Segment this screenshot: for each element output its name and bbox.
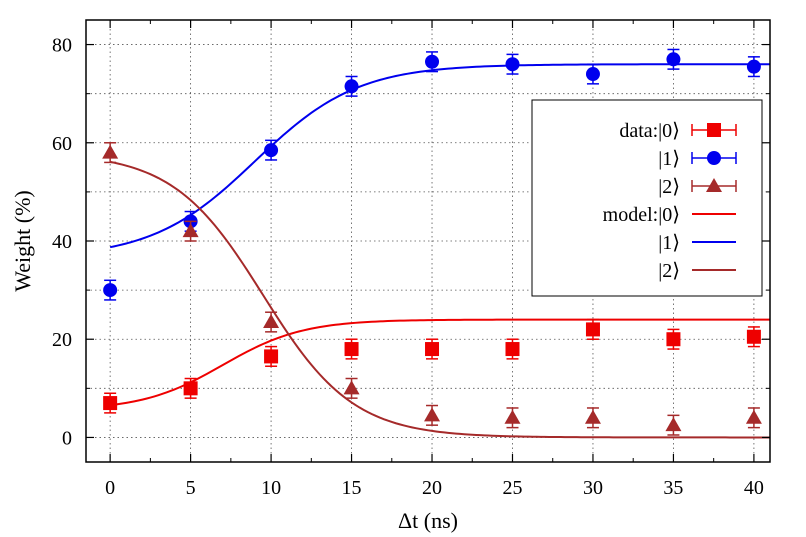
y-axis-label: Weight (%) — [10, 190, 35, 291]
legend-label: |2⟩ — [658, 176, 680, 198]
data-point-square — [707, 123, 721, 137]
x-tick-label: 15 — [342, 477, 362, 499]
legend-box — [531, 99, 763, 297]
x-axis-label: Δt (ns) — [398, 508, 458, 533]
data-point-triangle — [665, 417, 682, 432]
legend-label: model:|0⟩ — [603, 204, 680, 226]
data-point-triangle — [584, 409, 601, 424]
data-point-square — [585, 322, 600, 337]
data-point-circle — [707, 151, 721, 165]
x-tick-label: 5 — [186, 477, 196, 499]
data-point-triangle — [706, 178, 722, 192]
data-point-square — [344, 342, 359, 357]
data-point-square — [505, 342, 520, 357]
x-tick-label: 25 — [502, 477, 522, 499]
data-point-triangle — [424, 407, 441, 422]
data-point-square — [103, 396, 118, 411]
data-points — [102, 48, 762, 436]
x-tick-label: 30 — [583, 477, 603, 499]
x-tick-label: 35 — [663, 477, 683, 499]
x-tick-label: 20 — [422, 477, 442, 499]
model-curve — [110, 318, 770, 407]
data-point-circle — [425, 54, 440, 69]
data-point-triangle — [102, 144, 119, 159]
model-curve — [109, 63, 770, 249]
data-point-circle — [585, 67, 600, 82]
data-point-circle — [264, 143, 279, 158]
data-point-triangle — [263, 314, 280, 329]
data-point-circle — [746, 59, 761, 74]
x-tick-label: 0 — [105, 477, 115, 499]
data-point-triangle — [745, 409, 762, 424]
legend: data:|0⟩ |1⟩ |2⟩ model:|0⟩ |1⟩ |2⟩ — [531, 99, 763, 297]
data-point-square — [746, 329, 761, 344]
data-point-circle — [505, 57, 520, 72]
legend-label: |2⟩ — [658, 260, 680, 282]
y-tick-label: 80 — [52, 35, 72, 57]
data-point-square — [425, 342, 440, 357]
legend-label: |1⟩ — [658, 232, 680, 254]
data-point-triangle — [343, 380, 360, 395]
data-point-circle — [103, 283, 118, 298]
data-point-circle — [344, 79, 359, 94]
y-tick-label: 60 — [52, 133, 72, 155]
data-point-triangle — [504, 409, 521, 424]
y-tick-label: 20 — [52, 329, 72, 351]
data-point-triangle — [182, 223, 199, 238]
model-curves — [109, 63, 770, 439]
axis-ticks: 0 5 10 15 20 25 30 35 40 0 20 40 60 80 — [52, 20, 770, 499]
x-tick-label: 40 — [744, 477, 764, 499]
model-curve — [109, 160, 770, 439]
legend-label: data:|0⟩ — [619, 120, 680, 142]
y-tick-label: 40 — [52, 231, 72, 253]
y-tick-label: 0 — [62, 427, 72, 449]
data-point-square — [264, 349, 279, 364]
legend-label: |1⟩ — [658, 148, 680, 170]
x-tick-label: 10 — [261, 477, 281, 499]
data-point-square — [666, 332, 681, 347]
data-point-square — [183, 381, 198, 396]
data-point-circle — [666, 52, 681, 67]
